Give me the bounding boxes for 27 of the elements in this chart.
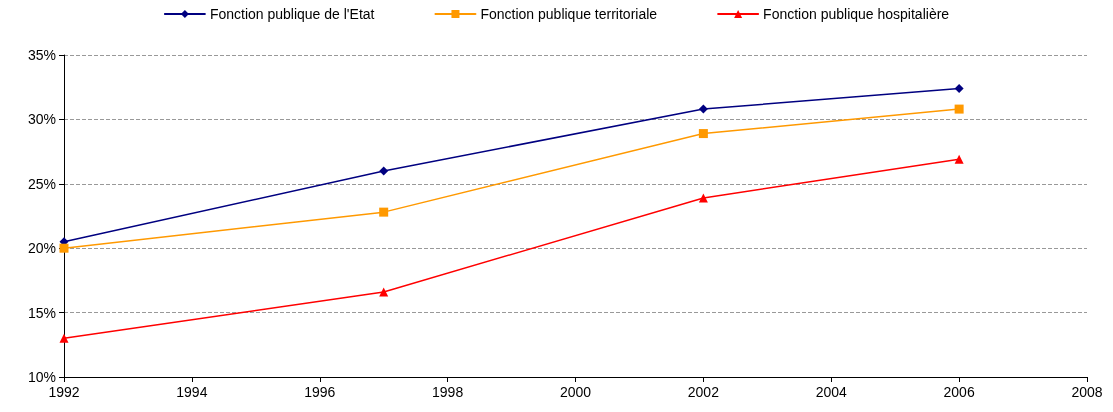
x-tick-label: 2002 (687, 384, 720, 400)
x-tick-label: 1996 (304, 384, 336, 400)
point (698, 129, 708, 139)
x-tick-label: 1994 (176, 384, 208, 400)
point (698, 104, 708, 114)
y-tick-label: 10% (27, 369, 56, 385)
point (59, 243, 69, 253)
legend-label: Fonction publique territoriale (480, 6, 658, 22)
point (954, 154, 964, 164)
y-tick-label: 35% (27, 47, 56, 63)
point (59, 333, 69, 343)
x-tick-label: 2006 (943, 384, 975, 400)
y-tick-label: 30% (27, 111, 56, 128)
point (379, 207, 389, 217)
x-tick-label: 2008 (1071, 384, 1103, 400)
y-tick-label: 20% (27, 240, 56, 257)
y-tick-label: 15% (27, 304, 56, 321)
point (954, 104, 964, 114)
point (954, 83, 964, 93)
x-tick-label: 1998 (432, 384, 464, 400)
y-tick-label: 25% (27, 175, 56, 192)
x-tick-label: 2004 (815, 384, 848, 400)
x-tick-label: 2000 (559, 384, 592, 400)
legend-label: Fonction publique de l'Etat (209, 6, 375, 22)
legend-label: Fonction publique hospitalière (763, 6, 950, 22)
point (379, 166, 389, 176)
x-tick-label: 1992 (48, 384, 80, 400)
